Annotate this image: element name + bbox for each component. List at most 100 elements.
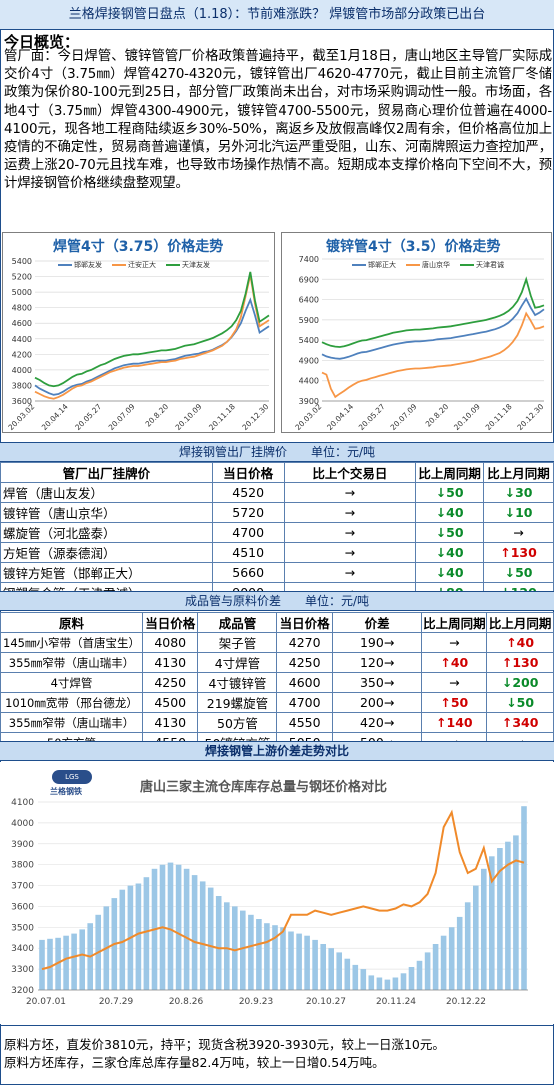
column-header: 当日价格 — [276, 612, 333, 633]
y-tick-label: 4400 — [12, 335, 32, 344]
month-change: ↑340 — [486, 712, 554, 733]
inventory-bar — [432, 944, 439, 990]
y-tick-label: 5900 — [299, 316, 319, 325]
arrow-icon: ↓ — [435, 485, 447, 500]
y-tick-label: 4900 — [299, 356, 319, 365]
column-header: 成品管 — [197, 612, 278, 633]
month-value: 200 — [512, 675, 539, 690]
y-tick-label: 4000 — [12, 366, 32, 375]
product-price: 4700 — [276, 692, 333, 713]
inventory-bar — [320, 944, 326, 990]
series-line — [321, 276, 545, 348]
inventory-bar — [408, 967, 415, 990]
day-change: → — [283, 482, 417, 503]
pipe-name: 镀锌方矩管（邯郸正大） — [0, 562, 213, 583]
x-tick-label: 20.11.18 — [207, 402, 237, 432]
series-line — [34, 297, 270, 396]
overview-title: 今日概览： — [4, 33, 80, 51]
inventory-bar — [368, 975, 375, 990]
galvanized-pipe-legend: 邯郸正大 唐山京华 天津君诚 — [352, 260, 504, 270]
table-row: 355㎜窄带（唐山瑞丰） 4130 4寸焊管 4250 120→ ↑40 ↑130 — [0, 652, 554, 673]
galvanized-pipe-chart: 镀锌管4寸（3.5）价格走势 邯郸正大 唐山京华 天津君诚 7400 6900 64… — [281, 232, 552, 433]
inventory-bar — [39, 939, 45, 990]
week-change: ↓50 — [415, 522, 485, 543]
week-value: 50 — [450, 695, 469, 710]
y-tick-label: 3800 — [12, 381, 32, 390]
x-tick-label: 20.11.24 — [376, 997, 416, 1007]
spread-value: 190→ — [331, 632, 423, 653]
week-change: ↑140 — [421, 712, 488, 733]
arrow-icon: ↓ — [501, 675, 513, 690]
month-change: ↑130 — [486, 652, 554, 673]
inventory-bar — [376, 977, 383, 990]
month-change: ↑40 — [486, 632, 554, 653]
raw-material: 4寸焊管 — [0, 672, 143, 693]
table-row: 145㎜小窄带（首唐宝生） 4080 架子管 4270 190→ → ↑40 — [0, 632, 554, 653]
day-change: → — [283, 542, 417, 563]
week-change: ↓40 — [415, 562, 485, 583]
legend-label: 邯郸正大 — [368, 261, 396, 269]
inventory-bar — [448, 927, 455, 990]
week-value: 40 — [446, 565, 464, 580]
raw-material: 355㎜窄带（唐山瑞丰） — [0, 652, 143, 673]
week-change: ↑50 — [421, 692, 488, 713]
spread-value: 420→ — [331, 712, 423, 733]
month-value: 40 — [516, 635, 535, 650]
table-row: 镀锌方矩管（邯郸正大） 5660 → ↓40 ↓50 — [0, 562, 554, 583]
legend-label: 唐山京华 — [422, 261, 450, 269]
y-tick-label: 5400 — [299, 336, 319, 345]
week-change: → — [421, 632, 488, 653]
price-cell: 4520 — [211, 482, 285, 503]
legend-item: 邯郸友发 — [58, 260, 102, 270]
x-tick-label: 20.03.02 — [293, 402, 323, 432]
inventory-bar — [392, 977, 399, 990]
y-tick-label: 4000 — [11, 819, 34, 829]
spread-section-title: 成品管与原料价差 单位：元/吨 — [0, 591, 554, 611]
price-cell: 5660 — [211, 562, 285, 583]
legend-label: 天津友发 — [182, 261, 210, 269]
arrow-icon: ↓ — [504, 505, 516, 520]
x-tick-label: 20.05.27 — [73, 402, 103, 432]
month-change: → — [483, 522, 554, 543]
week-change: → — [421, 672, 488, 693]
lower-section-title: 焊接钢管上游价差走势对比 — [0, 741, 554, 761]
product-price: 4250 — [276, 652, 333, 673]
x-tick-label: 20.04.14 — [40, 402, 70, 432]
inventory-bar — [352, 964, 359, 990]
raw-price: 4250 — [141, 672, 199, 693]
inventory-bar — [224, 902, 230, 990]
x-tick-label: 20.05.27 — [357, 402, 387, 432]
arrow-icon: ↑ — [500, 545, 511, 560]
inventory-bar — [440, 935, 447, 990]
pipe-name: 螺旋管（河北盛泰） — [0, 522, 213, 543]
week-change: ↓40 — [415, 502, 485, 523]
welded-pipe-plot: 5400 5200 5000 4800 4600 4400 4200 4000 3800 3600… — [6, 257, 270, 432]
spread-value: 350→ — [331, 672, 423, 693]
month-value: 130 — [510, 545, 537, 560]
arrow-icon: ↑ — [501, 715, 513, 730]
month-value: 10 — [515, 505, 533, 520]
week-value: 40 — [446, 545, 464, 560]
inventory-bar — [47, 938, 53, 990]
legend-item: 天津君诚 — [460, 260, 504, 270]
raw-price: 4080 — [141, 632, 199, 653]
price-cell: 4510 — [211, 542, 285, 563]
week-value: 40 — [450, 655, 469, 670]
arrow-icon: ↑ — [506, 635, 517, 650]
legend-item: 邯郸正大 — [352, 260, 396, 270]
inventory-bar — [191, 875, 198, 990]
raw-price: 4500 — [141, 692, 199, 713]
product-pipe: 219螺旋管 — [197, 692, 278, 713]
raw-material: 1010㎜宽带（邢台德龙） — [0, 692, 143, 713]
overview-text: 管厂面：今日焊管、镀锌管管厂价格政策普遍持平，截至1月18日，唐山地区主导管厂实… — [4, 49, 552, 192]
legend-label: 迁安正大 — [128, 261, 156, 269]
inventory-bar — [416, 960, 423, 990]
column-header: 价差 — [331, 612, 423, 633]
arrow-icon: → — [449, 635, 460, 650]
welded-pipe-chart: 焊管4寸（3.75）价格走势 邯郸友发 迁安正大 天津友发 5400 5200 50… — [2, 232, 275, 433]
column-header: 管厂出厂挂牌价 — [0, 462, 213, 483]
table-row: 方矩管（源泰德润） 4510 → ↓40 ↑130 — [0, 542, 554, 563]
inventory-bar — [183, 868, 190, 990]
month-change: ↑130 — [483, 542, 554, 563]
x-tick-label: 20.07.09 — [389, 402, 419, 432]
